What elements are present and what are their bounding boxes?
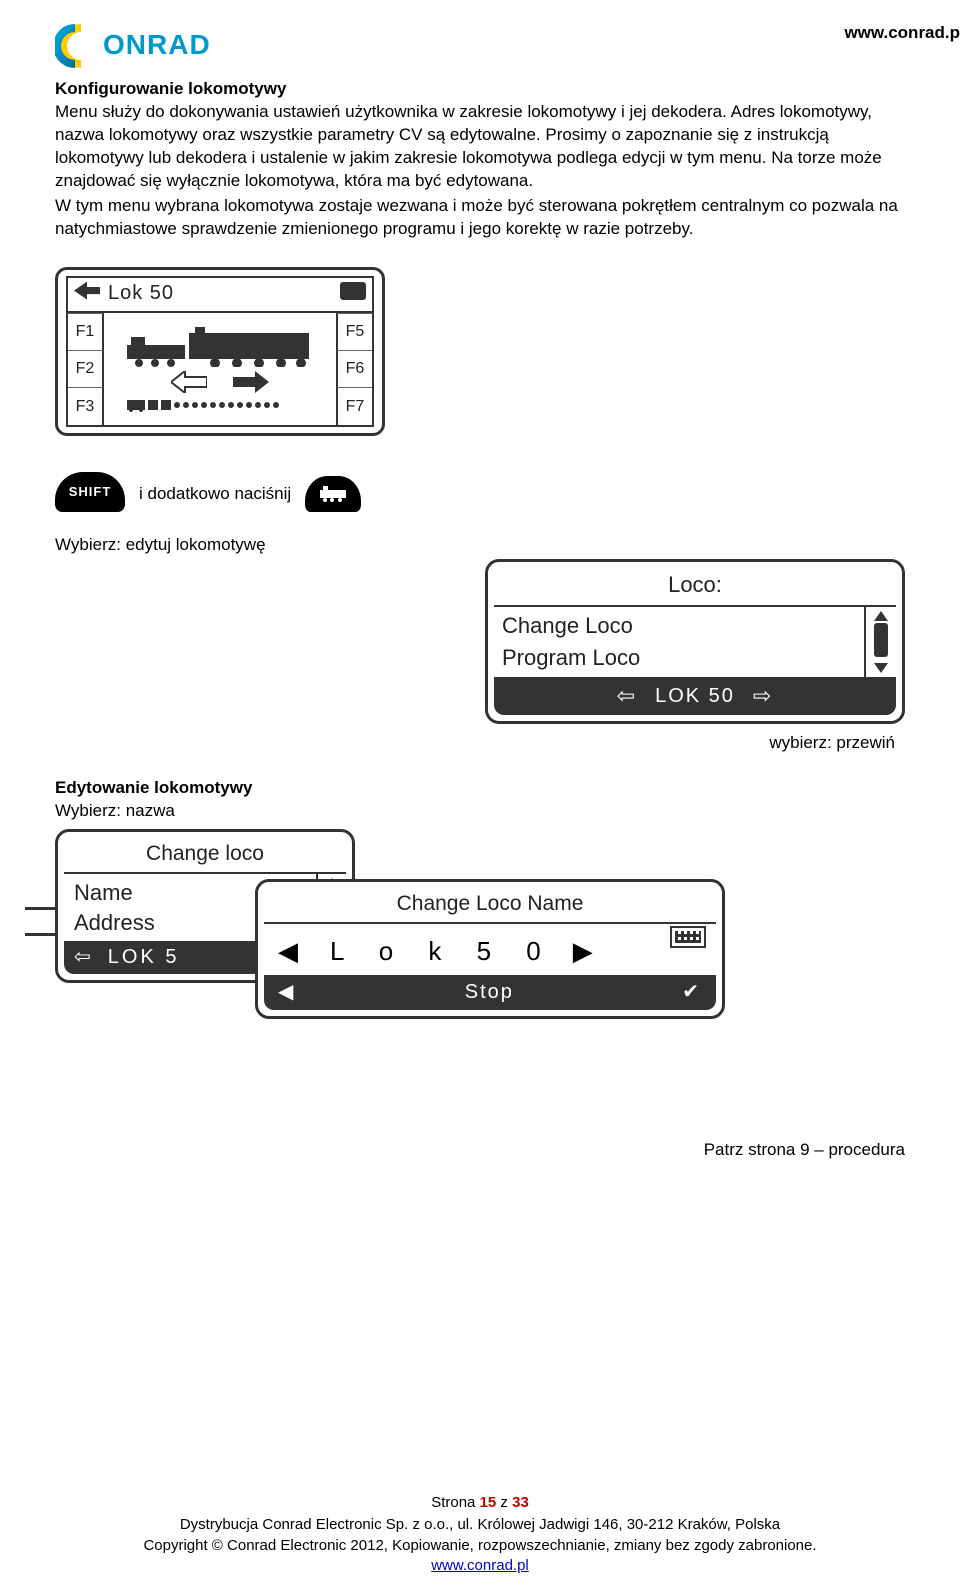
fkey-f3: F3 [68,387,104,424]
footer-confirm-icon[interactable]: ✔ [682,979,702,1006]
scrollbar[interactable] [864,607,896,677]
top-url: www.conrad.p [844,22,960,45]
fkey-f7: F7 [336,387,372,424]
page-number: 15 [480,1494,497,1511]
footer-line-2: Copyright © Conrad Electronic 2012, Kopi… [0,1536,960,1556]
menu-item-change-loco[interactable]: Change Loco [502,611,856,641]
train-button-icon [320,486,346,502]
change-name-title: Change Loco Name [264,888,716,924]
footer-arrow-left-icon: ⇦ [74,944,94,971]
shift-button[interactable]: SHIFT [55,472,125,512]
connector-line-icon [25,907,55,910]
page-footer: Strona 15 z 33 Dystrybucja Conrad Electr… [0,1493,960,1576]
loco-menu-title: Loco: [494,568,896,608]
lcd-change-loco-name: Change Loco Name ◀ L o k 5 0 ▶ ◀ Stop ✔ [255,879,725,1019]
page-mid: z [496,1494,512,1511]
keyboard-icon[interactable] [670,926,706,948]
see-page-note: Patrz strona 9 – procedura [55,1139,905,1162]
footer-back-icon[interactable]: ◀ [278,979,296,1006]
footer-loco-label: LOK 50 [655,683,735,710]
fkey-f2: F2 [68,350,104,387]
name-edit-text[interactable]: L o k 5 0 [330,934,555,969]
shift-instruction-text: i dodatkowo naciśnij [139,483,291,506]
lcd-loco-menu: Loco: Change Loco Program Loco ⇦ LOK 50 … [485,559,905,724]
label-scroll: wybierz: przewiń [55,732,895,755]
footer-arrow-left-icon: ⇦ [617,681,637,711]
fkey-f6: F6 [336,350,372,387]
brand-logo: ONRAD [55,20,905,72]
speed-bar-icon [125,397,315,413]
page-prefix: Strona [431,1494,479,1511]
arrow-left-icon [171,371,207,393]
select-edit-label: Wybierz: edytuj lokomotywę [55,534,905,557]
cursor-left-icon[interactable]: ◀ [278,934,312,969]
page-total: 33 [512,1494,529,1511]
fkey-f5: F5 [336,313,372,350]
menu-item-program-loco[interactable]: Program Loco [502,643,856,673]
section2-subtitle: Wybierz: nazwa [55,800,905,823]
logo-c-icon [55,24,81,68]
lcd-title: Lok 50 [68,278,372,313]
loco-menu-button[interactable] [305,476,361,512]
fkey-f1: F1 [68,313,104,350]
lcd-left-fkeys: F1 F2 F3 [68,313,104,425]
lcd-right-fkeys: F5 F6 F7 [336,313,372,425]
footer-link[interactable]: www.conrad.pl [431,1557,529,1574]
change-loco-title: Change loco [64,838,346,874]
lcd-main-screen: Lok 50 F1 F2 F3 [55,267,385,436]
logo-wordmark: ONRAD [103,29,211,60]
footer-arrow-right-icon: ⇨ [753,681,773,711]
footer-stop-label[interactable]: Stop [310,979,668,1006]
footer-loco-label: LOK 5 [108,944,180,971]
arrow-right-icon [233,371,269,393]
footer-line-1: Dystrybucja Conrad Electronic Sp. z o.o.… [0,1515,960,1535]
section-title-config: Konfigurowanie lokomotywy [55,78,905,101]
cursor-right-icon[interactable]: ▶ [573,934,607,969]
section1-paragraph-1: Menu służy do dokonywania ustawień użytk… [55,101,905,193]
loco-indicator-icon [340,282,366,300]
connector-line-icon [25,933,55,936]
train-silhouette-icon [125,327,315,367]
section-title-edit: Edytowanie lokomotywy [55,777,905,800]
section1-paragraph-2: W tym menu wybrana lokomotywa zostaje we… [55,195,905,241]
